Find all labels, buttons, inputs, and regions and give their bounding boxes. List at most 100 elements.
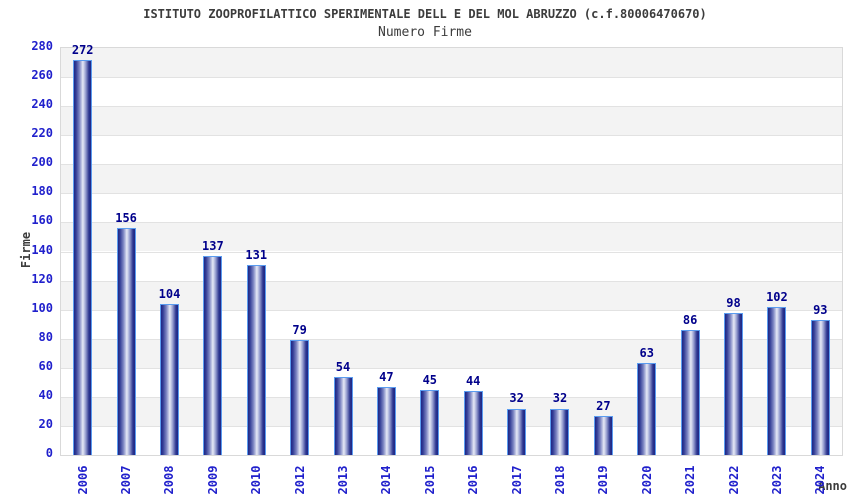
bar-value-label: 47 (379, 369, 394, 384)
bar-2013 (333, 376, 353, 455)
gridline (61, 164, 842, 166)
bar-value-label: 93 (813, 302, 828, 317)
grid-band (61, 338, 842, 368)
x-tick-label: 2022 (726, 465, 741, 495)
gridline (61, 251, 842, 253)
y-tick-label: 220 (31, 126, 53, 141)
x-tick-label: 2023 (769, 465, 784, 495)
x-tick-label: 2018 (552, 465, 567, 495)
x-tick-label: 2017 (509, 465, 524, 495)
bar-value-label: 156 (115, 211, 137, 226)
bar-2021 (680, 330, 700, 455)
gridline (61, 396, 842, 398)
bar-2022 (724, 312, 744, 455)
bar-2014 (376, 386, 396, 455)
grid-band (61, 251, 842, 281)
bar-value-label: 27 (596, 398, 611, 413)
grid-band (61, 222, 842, 252)
bar-2020 (637, 363, 657, 455)
bar-2009 (203, 255, 223, 455)
chart-subtitle: Numero Firme (378, 25, 472, 40)
x-tick-label: 2009 (205, 465, 220, 495)
bar-2016 (463, 391, 483, 455)
grid-band (61, 425, 842, 455)
y-tick-label: 260 (31, 68, 53, 83)
bar-value-label: 102 (766, 289, 788, 304)
grid-band (61, 106, 842, 136)
bar-2024 (810, 319, 830, 455)
bar-2006 (73, 59, 93, 455)
gridline (61, 338, 842, 340)
bar-value-label: 32 (552, 391, 568, 406)
y-tick-label: 200 (31, 155, 53, 170)
x-tick-label: 2021 (683, 465, 698, 495)
grid-band (61, 48, 842, 78)
bar-value-label: 131 (245, 247, 268, 262)
x-tick-label: 2024 (813, 465, 828, 495)
x-tick-label: 2006 (75, 465, 90, 495)
plot-area: 272 156 104 137 131 79 54 47 45 44 32 32 27 63 86 98 102… (60, 43, 843, 456)
bar-value-label: 137 (202, 238, 224, 253)
gridline (61, 280, 842, 282)
bar-value-label: 63 (639, 346, 654, 361)
gridline (61, 193, 842, 195)
bar-value-label: 45 (422, 372, 438, 387)
bar-value-label: 32 (509, 391, 524, 406)
gridline (61, 425, 842, 427)
grid-band (61, 135, 842, 165)
y-tick-label: 240 (31, 97, 53, 112)
grid-band (61, 396, 842, 426)
grid-band (61, 309, 842, 339)
bar-value-label: 98 (726, 295, 741, 310)
y-tick-label: 120 (31, 271, 53, 286)
x-tick-label: 2015 (422, 465, 437, 495)
gridline (61, 135, 842, 137)
y-tick-label: 0 (45, 446, 53, 460)
x-tick-label: 2007 (119, 465, 134, 495)
gridline (61, 367, 842, 369)
x-tick-label: 2012 (292, 465, 307, 495)
bar-2015 (420, 389, 440, 455)
grid-band (61, 193, 842, 223)
y-tick-label: 180 (31, 184, 53, 199)
bar-2012 (290, 340, 310, 455)
bar-2018 (550, 408, 570, 455)
bar-value-label: 272 (71, 42, 94, 57)
x-tick-label: 2020 (639, 465, 654, 495)
y-tick-label: 40 (38, 387, 53, 402)
bar-value-label: 104 (158, 286, 181, 301)
gridline (61, 222, 842, 224)
x-tick-label: 2013 (336, 465, 351, 495)
bar-2007 (116, 228, 136, 455)
y-tick-label: 60 (38, 358, 53, 373)
x-tick-label: 2016 (466, 465, 481, 495)
grid-band (61, 164, 842, 194)
gridline (61, 77, 842, 79)
y-tick-label: 100 (31, 300, 53, 315)
bar-2008 (159, 303, 179, 455)
x-tick-label: 2019 (596, 465, 611, 495)
bar-2023 (767, 306, 787, 455)
y-tick-label: 160 (31, 213, 53, 228)
bar-2017 (507, 408, 527, 455)
y-tick-label: 140 (31, 242, 53, 257)
x-tick-label: 2014 (379, 465, 394, 495)
x-tick-label: 2010 (249, 465, 264, 495)
y-tick-label: 80 (38, 329, 53, 344)
x-axis-title: Anno (818, 479, 847, 493)
bar-value-label: 79 (292, 323, 307, 338)
grid-band (61, 367, 842, 397)
grid-band (61, 280, 842, 310)
gridline (61, 309, 842, 311)
y-tick-label: 20 (38, 416, 53, 431)
y-tick-label: 280 (31, 39, 53, 53)
bar-2010 (246, 264, 266, 455)
bar-value-label: 86 (682, 312, 698, 327)
bar-value-label: 44 (465, 374, 481, 389)
x-tick-label: 2008 (162, 465, 177, 495)
bar-value-label: 54 (335, 359, 351, 374)
gridline (61, 106, 842, 108)
bar-2019 (593, 415, 613, 455)
chart-title: ISTITUTO ZOOPROFILATTICO SPERIMENTALE DE… (143, 7, 707, 21)
